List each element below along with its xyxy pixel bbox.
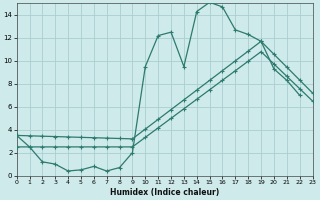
X-axis label: Humidex (Indice chaleur): Humidex (Indice chaleur) (110, 188, 219, 197)
